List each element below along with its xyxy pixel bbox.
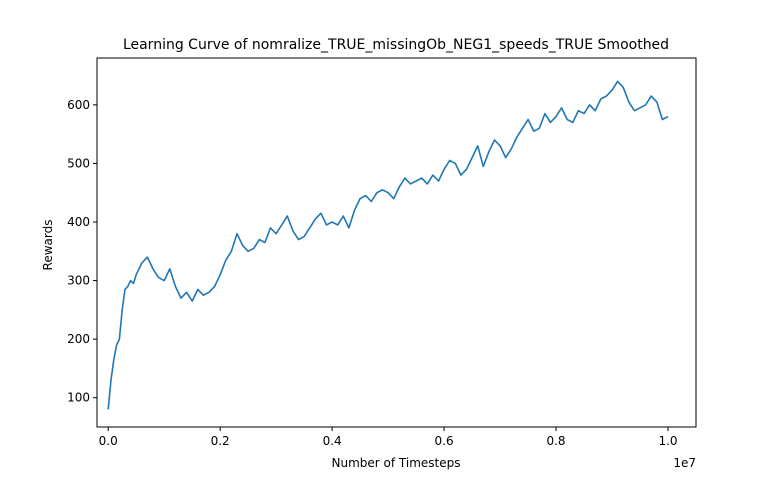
y-tick-label: 200 [67,332,90,346]
y-tick-label: 600 [67,98,90,112]
x-tick-label: 0.8 [546,434,565,448]
x-tick-label: 0.4 [323,434,342,448]
x-offset-label: 1e7 [673,456,696,470]
y-tick-label: 300 [67,274,90,288]
x-tick-label: 0.6 [435,434,454,448]
y-tick-label: 500 [67,156,90,170]
y-axis-label: Rewards [41,220,55,271]
y-tick-label: 100 [67,391,90,405]
series-line-0 [107,80,669,410]
plot-frame [96,57,697,428]
x-tick-label: 0.0 [99,434,118,448]
x-tick-label: 1.0 [658,434,677,448]
x-tick-label: 0.2 [211,434,230,448]
x-axis-label: Number of Timesteps [332,456,461,470]
chart-title: Learning Curve of nomralize_TRUE_missing… [123,37,669,53]
plot-area: 0.0 0.2 0.4 0.6 0.8 1.0 100 200 300 400 500 600 [67,57,697,448]
y-tick-label: 400 [67,215,90,229]
